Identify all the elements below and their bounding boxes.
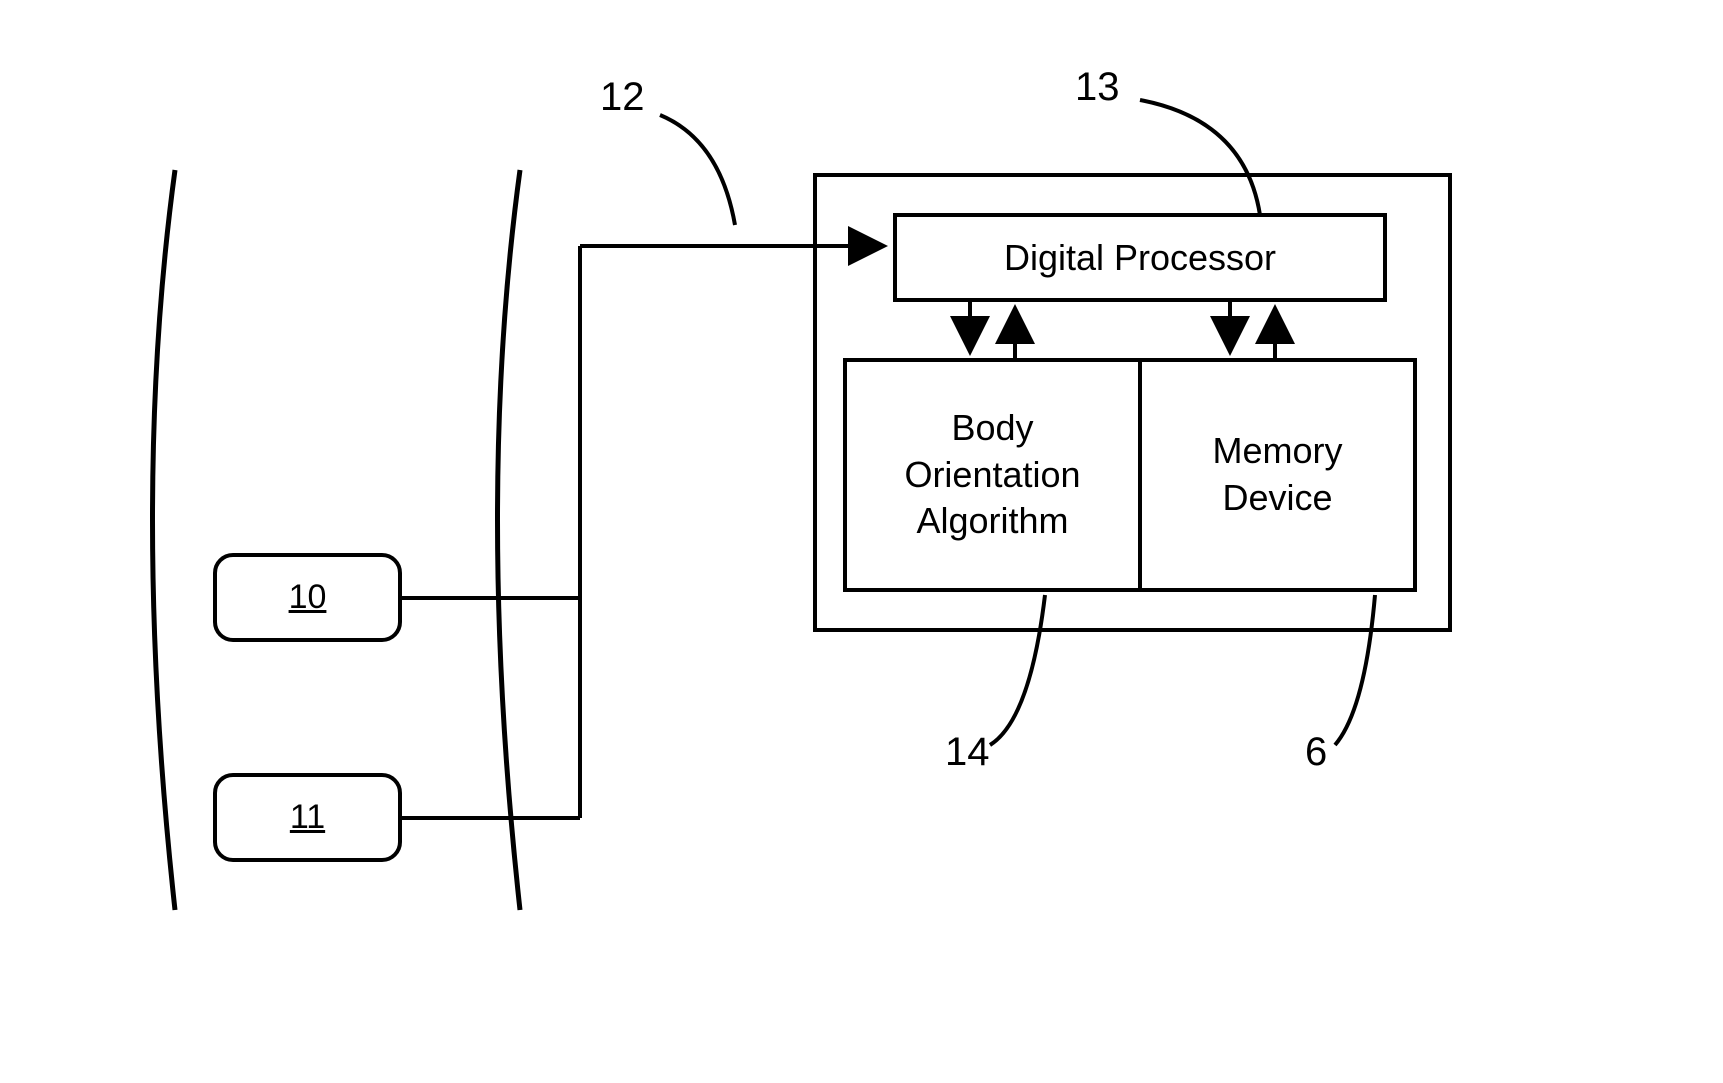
body-orientation-line1: Body	[951, 405, 1033, 452]
callout-14-curve	[990, 595, 1045, 745]
body-left-curve	[153, 170, 176, 910]
callout-6-curve	[1335, 595, 1375, 745]
callout-14-label: 14	[945, 730, 990, 775]
sensor-10-label: 10	[215, 555, 400, 640]
callout-12-curve	[660, 115, 735, 225]
memory-device-label: Memory Device	[1140, 360, 1415, 590]
body-orientation-label: Body Orientation Algorithm	[845, 360, 1140, 590]
callout-13-label: 13	[1075, 65, 1120, 110]
memory-device-line1: Memory	[1212, 428, 1342, 475]
body-orientation-line3: Algorithm	[916, 498, 1068, 545]
body-orientation-line2: Orientation	[904, 452, 1080, 499]
callout-13-curve	[1140, 100, 1260, 215]
callout-6-label: 6	[1305, 730, 1327, 775]
digital-processor-label: Digital Processor	[895, 215, 1385, 300]
body-right-curve	[498, 170, 521, 910]
memory-device-line2: Device	[1222, 475, 1332, 522]
sensor-11-label: 11	[215, 775, 400, 860]
callout-12-label: 12	[600, 75, 645, 120]
